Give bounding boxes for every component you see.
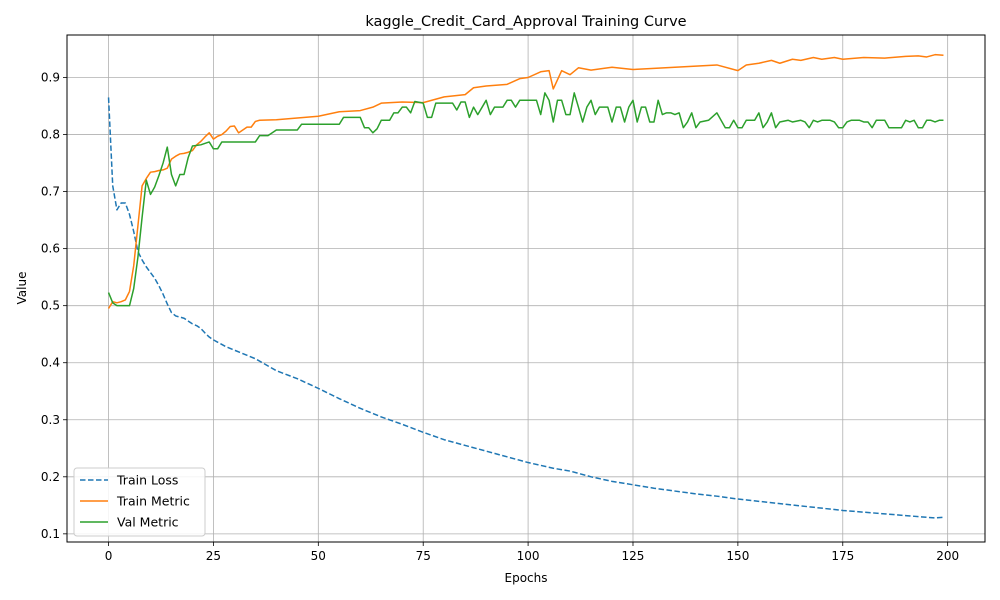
x-tick-label: 75: [416, 549, 431, 563]
y-tick-label: 0.3: [41, 413, 60, 427]
y-axis-ticks: 0.1 0.2 0.3 0.4 0.5 0.6 0.7 0.8 0.9: [41, 70, 67, 541]
y-tick-label: 0.2: [41, 470, 60, 484]
x-axis-title: Epochs: [505, 571, 548, 585]
legend-entries: Train Loss Train Metric Val Metric: [80, 473, 190, 530]
legend-label: Train Loss: [116, 473, 178, 488]
legend-box: [73, 467, 206, 537]
plot-frame: [66, 34, 986, 543]
x-tick-label: 100: [517, 549, 540, 563]
y-tick-label: 0.8: [41, 128, 60, 142]
series-lines: [107, 53, 944, 519]
x-tick-label: 175: [831, 549, 854, 563]
y-tick-label: 0.4: [41, 356, 60, 370]
y-tick-label: 0.9: [41, 70, 60, 84]
x-tick-label: 150: [726, 549, 749, 563]
grid: [67, 35, 985, 542]
legend-label: Train Metric: [116, 494, 190, 509]
x-tick-label: 25: [206, 549, 221, 563]
series-line-val-metric: [107, 92, 944, 307]
y-axis-title: Value: [15, 272, 29, 305]
y-tick-label: 0.7: [41, 185, 60, 199]
series-line-train-metric: [107, 53, 944, 309]
x-tick-label: 200: [936, 549, 959, 563]
x-tick-label: 50: [311, 549, 326, 563]
y-tick-label: 0.1: [41, 527, 60, 541]
y-tick-label: 0.6: [41, 242, 60, 256]
x-tick-label: 125: [622, 549, 645, 563]
chart-title: kaggle_Credit_Card_Approval Training Cur…: [365, 14, 686, 30]
x-tick-label: 0: [105, 549, 113, 563]
x-axis-ticks: 0 25 50 75 100 125 150 175 200: [105, 542, 959, 563]
legend: Train Loss Train Metric Val Metric: [73, 467, 206, 537]
y-tick-label: 0.5: [41, 299, 60, 313]
legend-label: Val Metric: [117, 515, 179, 530]
series-line-train-loss: [107, 97, 944, 519]
